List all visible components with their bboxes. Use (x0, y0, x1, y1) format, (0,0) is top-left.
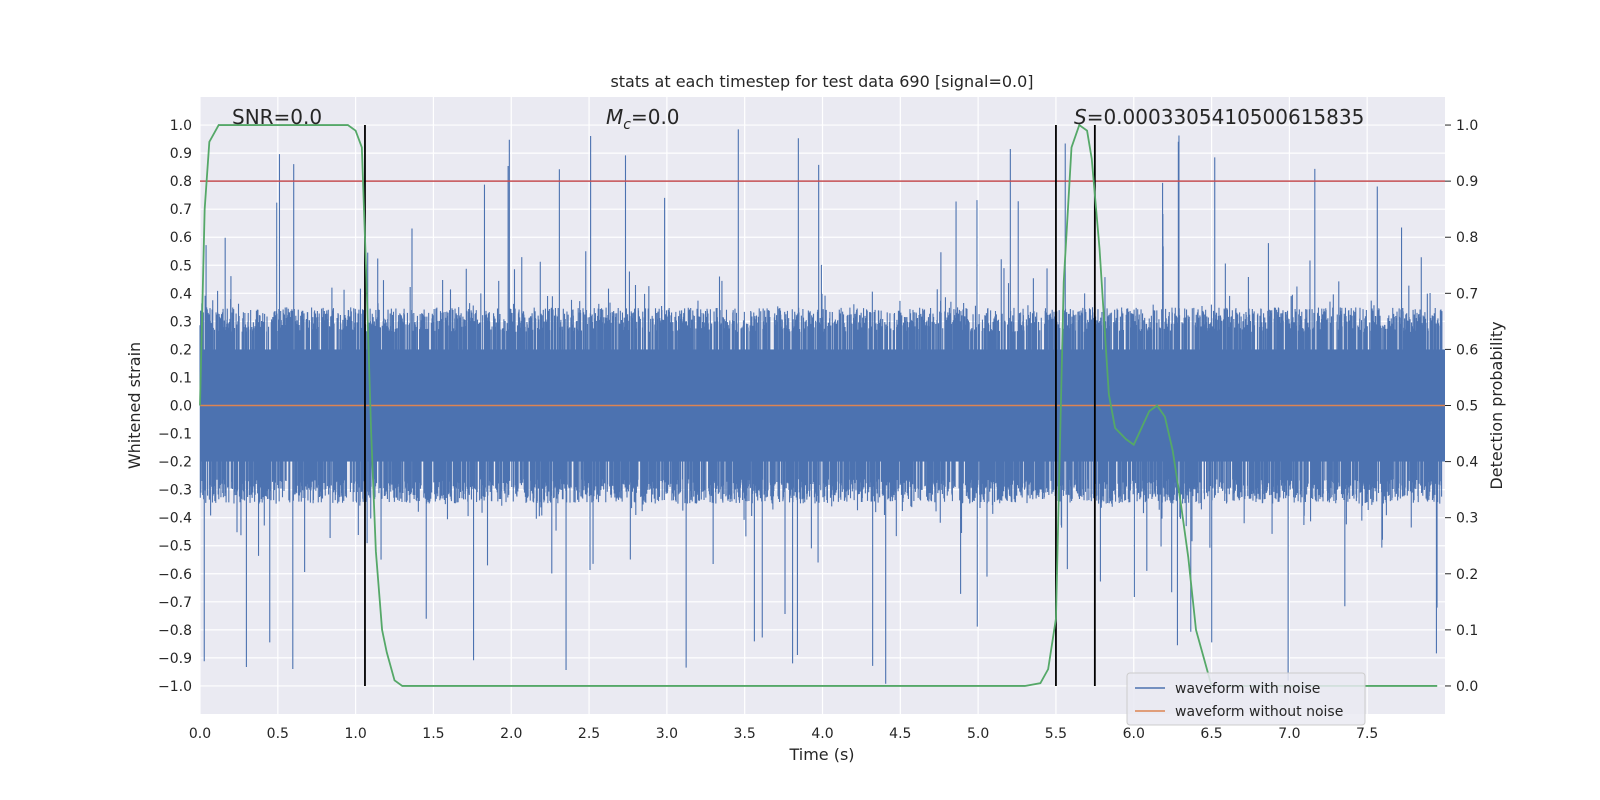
x-tick-label: 2.0 (500, 726, 522, 742)
y-tick-label: 0.8 (170, 174, 192, 190)
y-tick-label: 0.6 (170, 230, 192, 246)
x-tick-label: 1.5 (422, 726, 444, 742)
x-axis-label: Time (s) (788, 745, 854, 764)
x-tick-label: 1.0 (344, 726, 366, 742)
annotation-s-symbol: S (1074, 105, 1087, 129)
legend-box (1126, 672, 1366, 726)
x-tick-label: 2.5 (578, 726, 600, 742)
x-tick-label: 7.5 (1356, 726, 1378, 742)
legend-label-waveform-with-noise: waveform with noise (1175, 681, 1320, 697)
y2-tick-label: 0.2 (1456, 567, 1478, 583)
legend-label-waveform-without-noise: waveform without noise (1175, 704, 1343, 720)
x-tick-label: 5.0 (967, 726, 989, 742)
y-tick-label: 0.2 (170, 342, 192, 358)
y2-tick-label: 1.0 (1456, 118, 1478, 134)
y-tick-label: −0.8 (158, 623, 192, 639)
y2-tick-label: 0.0 (1456, 679, 1478, 695)
x-tick-label: 5.5 (1045, 726, 1067, 742)
x-tick-label: 6.0 (1123, 726, 1145, 742)
y-tick-label: −0.4 (158, 511, 192, 527)
y-tick-label: 1.0 (170, 118, 192, 134)
x-tick-label: 3.5 (734, 726, 756, 742)
y-tick-label: 0.0 (170, 399, 192, 415)
y2-tick-label: 0.5 (1456, 399, 1478, 415)
y-tick-label: 0.1 (170, 370, 192, 386)
y-tick-label: −0.1 (158, 427, 192, 443)
legend: waveform with noise waveform without noi… (1126, 672, 1366, 726)
y2-tick-label: 0.1 (1456, 623, 1478, 639)
y-tick-label: 0.5 (170, 258, 192, 274)
x-tick-label: 7.0 (1278, 726, 1300, 742)
y-tick-label: −1.0 (158, 679, 192, 695)
x-tick-label: 0.5 (267, 726, 289, 742)
y2-tick-label: 0.3 (1456, 511, 1478, 527)
y-tick-label: −0.5 (158, 539, 192, 555)
annotation-mc-value: =0.0 (631, 105, 680, 129)
y-tick-label: −0.3 (158, 483, 192, 499)
y-tick-label: 0.7 (170, 202, 192, 218)
annotation-chirp-mass: Mc=0.0 (606, 105, 680, 133)
y-tick-label: 0.4 (170, 286, 192, 302)
x-tick-label: 4.5 (889, 726, 911, 742)
y2-tick-label: 0.7 (1456, 286, 1478, 302)
x-tick-label: 4.0 (811, 726, 833, 742)
y-tick-label: −0.6 (158, 567, 192, 583)
detection-probability-line (199, 123, 1438, 687)
y2-tick-label: 0.4 (1456, 455, 1478, 471)
y-axis-label: Whitened strain (125, 342, 144, 469)
x-tick-label: 0.0 (189, 726, 211, 742)
y-tick-label: 0.9 (170, 146, 192, 162)
annotation-snr: SNR=0.0 (232, 105, 322, 129)
y2-axis-label: Detection probability (1487, 321, 1506, 489)
y-tick-label: −0.2 (158, 455, 192, 471)
chart-title: stats at each timestep for test data 690… (610, 72, 1033, 91)
x-tick-label: 3.0 (656, 726, 678, 742)
y-tick-label: −0.7 (158, 595, 192, 611)
x-tick-label: 6.5 (1200, 726, 1222, 742)
y-tick-label: 0.3 (170, 314, 192, 330)
annotation-s-value: =0.0003305410500615835 (1087, 105, 1365, 129)
overlay-lines (199, 123, 1445, 687)
annotation-mc-subscript: c (623, 117, 631, 133)
y2-tick-label: 0.6 (1456, 342, 1478, 358)
annotation-mc-symbol: M (606, 105, 623, 129)
annotation-s: S=0.0003305410500615835 (1074, 105, 1364, 129)
axis-ticks: 0.0 0.5 1.0 1.5 2.0 2.5 3.0 3.5 4.0 4.5 5.0 5.5 6.0 6… (158, 118, 1478, 742)
y2-tick-label: 0.8 (1456, 230, 1478, 246)
y-tick-label: −0.9 (158, 651, 192, 667)
y2-tick-label: 0.9 (1456, 174, 1478, 190)
